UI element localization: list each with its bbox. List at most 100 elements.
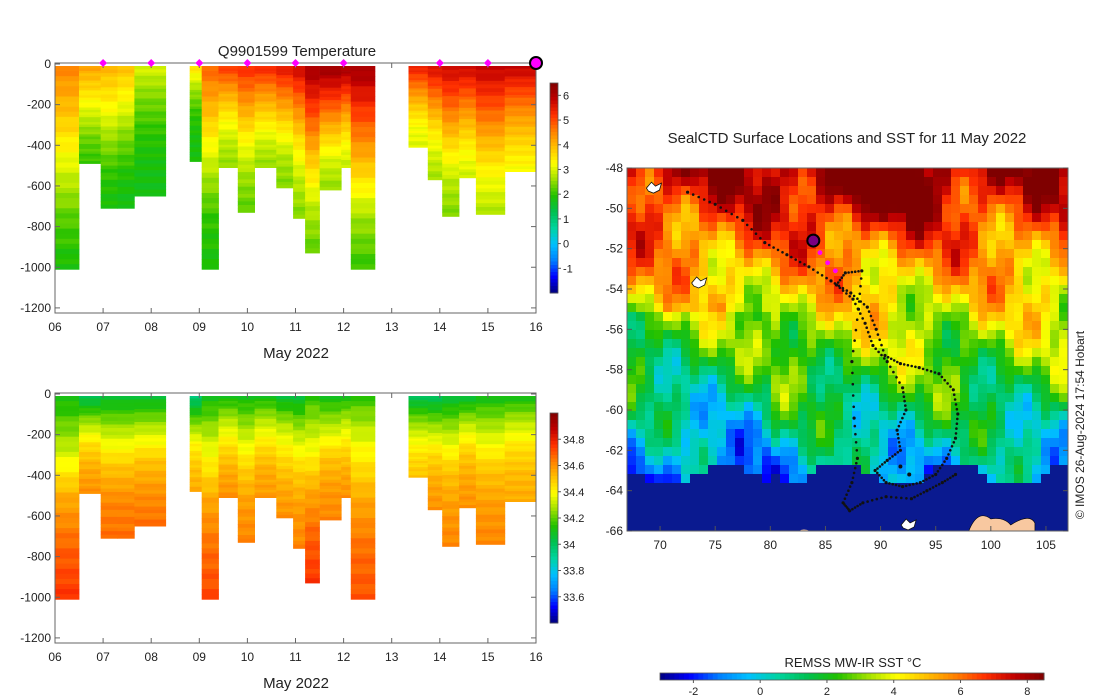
sst-cell <box>996 384 1006 394</box>
profile-cell <box>218 71 239 74</box>
profile-cell <box>189 106 203 110</box>
profile-cell <box>504 496 536 500</box>
sst-cell <box>798 213 808 223</box>
profile-cell <box>293 96 306 101</box>
profile-cell <box>117 467 135 472</box>
track-point <box>937 482 941 486</box>
profile-cell <box>117 456 135 461</box>
sst-cell <box>906 420 916 430</box>
sst-cell <box>888 501 898 511</box>
antarctic-coast <box>968 515 1036 531</box>
profile-cell <box>55 147 80 153</box>
sst-cell <box>1059 330 1068 340</box>
sst-cell <box>969 168 979 178</box>
sst-cell <box>744 276 754 286</box>
sst-cell <box>735 501 745 511</box>
sst-cell <box>870 438 880 448</box>
sst-cell <box>798 429 808 439</box>
profile-cell <box>79 92 101 96</box>
profile-cell <box>341 482 352 486</box>
sst-cell <box>1014 456 1024 466</box>
sst-cell <box>978 447 988 457</box>
sst-cell <box>1041 384 1051 394</box>
track-point <box>899 420 902 424</box>
sst-cell <box>753 330 763 340</box>
sst-cell <box>717 492 727 502</box>
profile-cell <box>427 85 443 90</box>
colorbar-step <box>550 223 558 227</box>
track-point <box>956 412 960 416</box>
profile-cell <box>276 139 294 143</box>
profile-cell <box>117 105 135 110</box>
profile-cell <box>237 443 255 448</box>
profile-cell <box>218 477 239 481</box>
profile-cell <box>427 464 443 468</box>
sst-cell <box>960 465 970 475</box>
profile-cell <box>427 117 443 121</box>
sst-cell <box>933 474 943 484</box>
sst-cell <box>1014 213 1024 223</box>
profile-cell <box>341 119 352 123</box>
profile-cell <box>218 469 239 473</box>
profile-cell <box>408 84 429 87</box>
track-point <box>854 302 857 306</box>
track-point <box>893 453 897 456</box>
profile-cell <box>475 77 506 82</box>
profile-cell <box>504 409 536 413</box>
profile-cell <box>442 426 460 431</box>
profile-cell <box>305 173 320 179</box>
profile-cell <box>305 122 320 128</box>
profile-cell <box>276 120 294 125</box>
profile-cell <box>189 70 203 74</box>
sst-cell <box>681 186 691 196</box>
sst-cell <box>1050 429 1060 439</box>
profile-cell <box>254 81 277 85</box>
sst-cell <box>861 501 871 511</box>
sst-cell <box>672 357 682 367</box>
sst-cell <box>987 294 997 304</box>
sst-cell <box>843 231 853 241</box>
sst-cell <box>888 384 898 394</box>
profile-cell <box>319 442 342 446</box>
profile-cell <box>79 144 101 147</box>
colorbar-step <box>837 673 843 680</box>
sst-cell <box>978 375 988 385</box>
profile-cell <box>504 406 536 410</box>
sst-cell <box>843 330 853 340</box>
sst-cell <box>825 438 835 448</box>
sst-cell <box>753 528 763 531</box>
track-point <box>880 496 883 500</box>
profile-cell <box>350 264 376 270</box>
colorbar-step <box>669 673 675 680</box>
profile-cell <box>218 104 239 107</box>
profile-cell <box>293 403 306 408</box>
track-point <box>878 338 881 342</box>
profile-cell <box>201 507 219 514</box>
sst-cell <box>960 339 970 349</box>
colorbar-step <box>550 279 558 283</box>
profile-cell <box>100 456 118 461</box>
sst-cell <box>1059 312 1068 322</box>
sst-cell <box>834 492 844 502</box>
profile-cell <box>504 443 536 447</box>
profile-cell <box>459 398 477 402</box>
sst-cell <box>762 411 772 421</box>
sst-cell <box>654 465 664 475</box>
profile-cell <box>254 495 277 498</box>
profile-cell <box>276 117 294 122</box>
profile-cell <box>276 163 294 167</box>
colorbar-tick-label: 34.6 <box>563 461 584 473</box>
profile-cell <box>79 471 101 475</box>
profile-cell <box>218 109 239 113</box>
sst-cell <box>645 357 655 367</box>
track-point <box>833 282 837 285</box>
track-point <box>841 289 845 292</box>
profile-cell <box>189 123 203 127</box>
sst-cell <box>654 375 664 385</box>
profile-cell <box>237 120 255 125</box>
profile-cell <box>305 117 320 123</box>
profile-cell <box>134 92 167 96</box>
sst-cell <box>708 186 718 196</box>
sst-cell <box>771 393 781 403</box>
profile-cell <box>459 121 477 126</box>
